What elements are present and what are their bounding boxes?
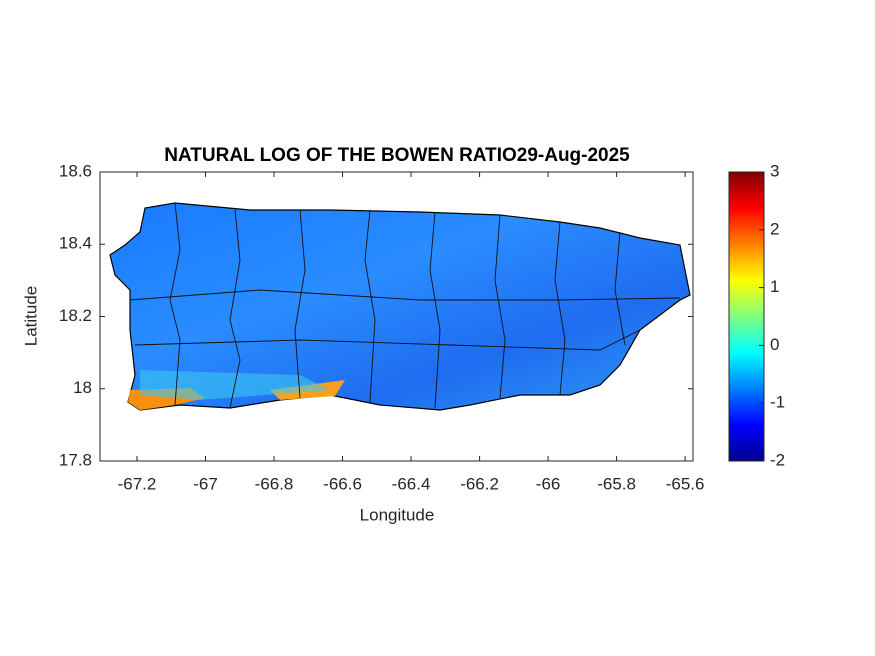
chart-title: NATURAL LOG OF THE BOWEN RATIO29-Aug-202… xyxy=(164,145,630,166)
x-tick-label: -66.8 xyxy=(255,474,294,493)
x-tick-label: -66.6 xyxy=(323,474,362,493)
x-axis-label: Longitude xyxy=(360,505,435,524)
x-tick-label: -67 xyxy=(193,474,218,493)
colorbar-tick-label: 3 xyxy=(770,161,779,180)
colorbar-tick-label: -2 xyxy=(770,450,785,469)
y-tick-label: 17.8 xyxy=(59,450,92,469)
y-axis-label: Latitude xyxy=(21,286,40,347)
x-tick-label: -66.4 xyxy=(392,474,431,493)
x-tick-label: -66 xyxy=(536,474,561,493)
y-tick-label: 18.4 xyxy=(59,234,92,253)
x-tick-label: -65.8 xyxy=(597,474,636,493)
colorbar-tick-label: -1 xyxy=(770,393,785,412)
y-tick-label: 18 xyxy=(73,378,92,397)
colorbar-tick-label: 2 xyxy=(770,219,779,238)
colorbar-tick-label: 0 xyxy=(770,335,779,354)
x-tick-label: -65.6 xyxy=(666,474,705,493)
municipal-borders xyxy=(129,202,681,409)
x-tick-label: -66.2 xyxy=(460,474,499,493)
colorbar xyxy=(728,171,765,462)
x-tick-label: -67.2 xyxy=(118,474,157,493)
y-tick-label: 18.2 xyxy=(59,306,92,325)
colorbar-tick-label: 1 xyxy=(770,277,779,296)
y-tick-label: 18.6 xyxy=(59,161,92,180)
